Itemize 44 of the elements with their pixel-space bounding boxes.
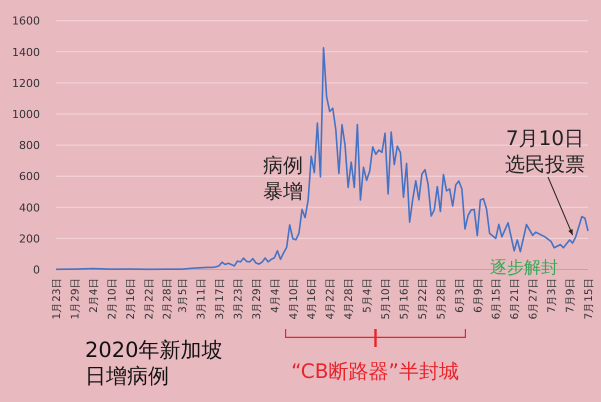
x-tick-label: 5月16日 (398, 278, 410, 320)
x-tick-label: 6月15日 (490, 278, 503, 320)
x-tick-label: 2月16日 (124, 278, 137, 320)
annotation: 病例暴增 (263, 153, 303, 203)
x-tick-label: 2月4日 (88, 278, 100, 313)
x-tick-label: 6月3日 (454, 278, 466, 313)
x-tick-label: 6月27日 (528, 278, 540, 320)
x-tick-label: 5月10日 (380, 278, 392, 320)
x-tick-label: 3月5日 (177, 278, 190, 313)
y-tick-label: 1200 (12, 76, 40, 90)
x-tick-label: 6月21日 (509, 278, 522, 320)
x-tick-label: 4月4日 (269, 278, 282, 313)
x-tick-label: 7月3日 (546, 278, 558, 313)
text: 2020年新加坡日增病例 (85, 338, 222, 388)
x-tick-label: 4月28日 (343, 278, 356, 320)
x-tick-label: 6月9日 (472, 278, 484, 313)
y-tick-label: 1000 (12, 108, 40, 121)
y-tick-label: 400 (19, 201, 40, 214)
y-tick-label: 800 (19, 139, 40, 152)
x-tick-label: 4月16日 (306, 278, 318, 320)
x-tick-label: 3月17日 (214, 278, 226, 320)
x-tick-label: 1月29日 (69, 278, 82, 320)
x-tick-label: 2月10日 (106, 278, 118, 320)
x-tick-label: 4月10日 (288, 278, 300, 320)
x-tick-label: 2月22日 (143, 278, 156, 320)
x-tick-label: 3月23日 (232, 278, 244, 320)
annotation: 7月10日选民投票 (505, 126, 585, 176)
x-tick-label: 5月4日 (362, 278, 374, 313)
x-tick-label: 2月28日 (162, 278, 174, 320)
x-tick-label: 7月15日 (583, 278, 595, 320)
x-tick-label: 5月28日 (435, 278, 448, 320)
y-tick-label: 200 (19, 232, 40, 246)
x-tick-label: 3月11日 (196, 278, 208, 320)
text: “CB断路器”半封城 (291, 359, 459, 383)
y-tick-label: 1400 (12, 46, 40, 59)
x-tick-label: 7月9日 (564, 278, 577, 313)
annotation: 逐步解封 (490, 258, 558, 278)
y-tick-label: 600 (19, 170, 40, 184)
y-tick-label: 0 (33, 264, 40, 276)
y-tick-label: 1600 (12, 14, 40, 28)
x-tick-label: 5月22日 (416, 278, 429, 320)
x-tick-label: 4月22日 (324, 278, 337, 320)
x-tick-label: 3月29日 (250, 278, 263, 320)
x-tick-label: 1月23日 (51, 278, 63, 320)
